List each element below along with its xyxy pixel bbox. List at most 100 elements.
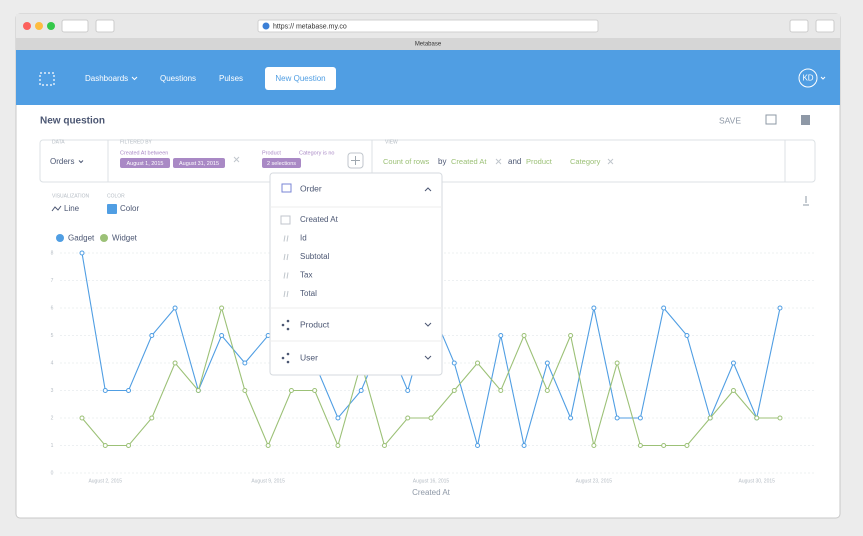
data-point: [451, 388, 457, 393]
breakout-field[interactable]: Category: [570, 157, 601, 166]
chevron: [820, 76, 826, 80]
hash-icon: [283, 290, 286, 298]
hash-icon: [286, 253, 289, 261]
data-point: [79, 250, 85, 256]
data-point: [568, 333, 574, 338]
avatar-initials[interactable]: KD: [802, 74, 813, 83]
field-option[interactable]: Subtotal: [300, 252, 330, 261]
data-point: [149, 415, 155, 421]
logo[interactable]: [39, 72, 55, 86]
data-source[interactable]: Orders: [50, 157, 74, 166]
hash-icon: [286, 235, 289, 242]
calendar-icon: [280, 215, 291, 225]
data-point: [126, 388, 132, 393]
share-button[interactable]: [789, 19, 809, 33]
filter-name[interactable]: Category is no: [299, 150, 334, 156]
visualization-picker[interactable]: Line: [64, 204, 80, 213]
y-tick-label: 1: [51, 443, 54, 449]
data-point: [614, 415, 620, 421]
data-point: [172, 360, 178, 366]
minimize[interactable]: [35, 22, 43, 30]
tab-title[interactable]: Metabase: [415, 42, 442, 48]
data-point: [475, 443, 481, 448]
data-point: [242, 388, 248, 393]
chevron: [131, 76, 138, 81]
field-option[interactable]: Id: [300, 234, 307, 243]
data-point: [475, 360, 481, 366]
maximize[interactable]: [47, 22, 55, 30]
sidebar-button[interactable]: [95, 19, 115, 33]
globe-icon: [262, 22, 270, 30]
breakout-table[interactable]: Product: [526, 157, 553, 166]
section-title[interactable]: Order: [300, 183, 322, 193]
color-picker[interactable]: Color: [120, 204, 139, 213]
nav-item[interactable]: Pulses: [219, 74, 243, 83]
field-option[interactable]: Total: [300, 289, 317, 298]
bookmark[interactable]: [801, 115, 810, 125]
data-point: [777, 305, 783, 311]
data-point: [637, 415, 643, 421]
dropdown-panel: [269, 172, 443, 376]
data-point: [428, 415, 434, 421]
color-swatch[interactable]: [107, 204, 117, 214]
new-question-button[interactable]: [265, 67, 336, 90]
tabs-button[interactable]: [815, 19, 835, 33]
section-title[interactable]: User: [300, 352, 318, 362]
metric[interactable]: Count of rows: [383, 157, 430, 166]
data-point: [730, 388, 736, 393]
field-option[interactable]: Created At: [300, 215, 339, 224]
avatar[interactable]: [798, 68, 818, 88]
filter-name[interactable]: Created At between: [120, 150, 168, 156]
table-icon: [281, 183, 292, 193]
legend-label[interactable]: Widget: [112, 234, 138, 243]
field-option[interactable]: Tax: [300, 271, 312, 280]
y-tick-label: 8: [51, 250, 54, 256]
data-point: [498, 333, 504, 338]
legend-label[interactable]: Gadget: [68, 234, 95, 243]
address-bar[interactable]: [257, 19, 599, 33]
data-point: [777, 415, 783, 421]
breakout-field[interactable]: Created At: [451, 157, 487, 166]
x-tick-label: August 2, 2015: [88, 478, 122, 484]
data-point: [219, 305, 225, 311]
filter-table[interactable]: Product: [262, 150, 281, 156]
data-point: [102, 388, 108, 393]
filter-value[interactable]: August 31, 2015: [179, 161, 219, 167]
add-to-dashboard[interactable]: [765, 114, 777, 125]
section-title[interactable]: Product: [300, 319, 330, 329]
x-tick-label: August 23, 2015: [576, 478, 613, 484]
hash-icon: [286, 272, 289, 279]
data-point: [591, 305, 597, 311]
data-point: [544, 360, 550, 366]
save-button[interactable]: SAVE: [719, 115, 741, 125]
hash-icon: [283, 235, 286, 242]
remove-filter[interactable]: [233, 156, 240, 163]
new-question-label[interactable]: New Question: [275, 74, 325, 83]
y-tick-label: 2: [51, 415, 54, 421]
nav-buttons[interactable]: [61, 19, 89, 33]
data-point: [172, 305, 178, 311]
data-point: [591, 443, 597, 448]
data-point: [568, 415, 574, 421]
data-point: [661, 305, 667, 311]
filter-value[interactable]: August 1, 2015: [126, 161, 163, 167]
filter-pill[interactable]: [120, 158, 170, 168]
data-point: [102, 443, 108, 448]
view-text: by: [438, 157, 446, 166]
filter-pill[interactable]: [173, 158, 225, 168]
nav-item[interactable]: Questions: [160, 74, 196, 83]
filter-pill[interactable]: [262, 158, 301, 168]
nav-item[interactable]: Dashboards: [85, 74, 128, 83]
y-tick-label: 0: [51, 470, 54, 476]
data-point: [335, 443, 341, 448]
x-axis-label: Created At: [412, 488, 451, 497]
hash-icon: [286, 290, 289, 298]
data-point: [219, 333, 225, 338]
data-point: [521, 333, 527, 338]
close[interactable]: [23, 22, 31, 30]
filter-value[interactable]: 2 selections: [267, 161, 296, 167]
x-tick-label: August 16, 2015: [413, 478, 450, 484]
data-point: [730, 360, 736, 366]
